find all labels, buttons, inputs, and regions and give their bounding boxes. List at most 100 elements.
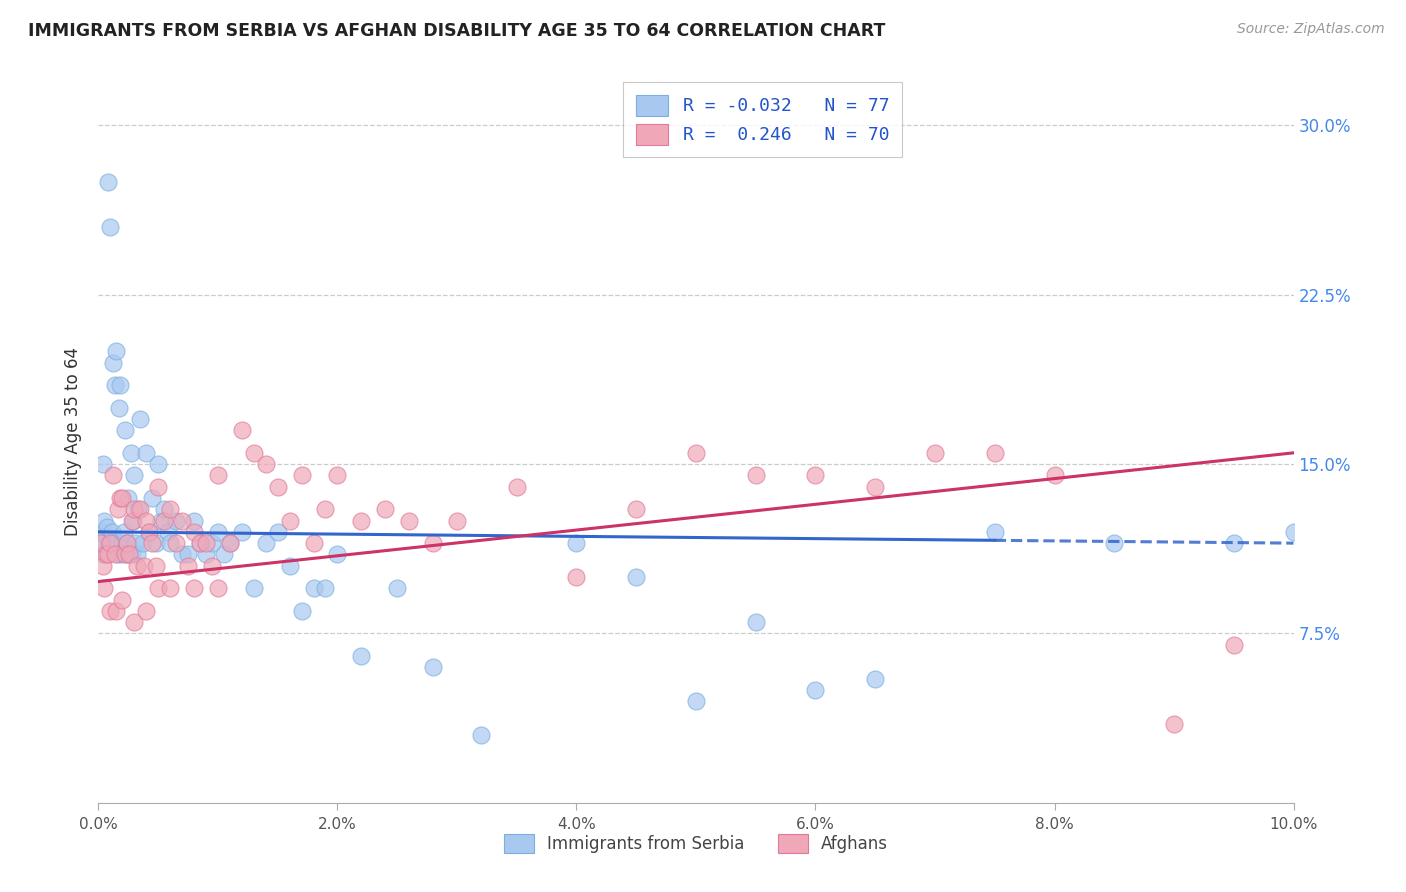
Point	[141, 491, 163, 505]
Point	[118, 548, 141, 562]
Point	[114, 548, 136, 562]
Point	[111, 592, 134, 607]
Point	[117, 491, 139, 505]
Point	[104, 548, 127, 562]
Point	[97, 175, 120, 189]
Point	[131, 536, 153, 550]
Point	[112, 524, 135, 539]
Point	[804, 682, 827, 697]
Point	[114, 423, 136, 437]
Point	[90, 536, 112, 550]
Point	[121, 514, 143, 528]
Point	[254, 536, 277, 550]
Point	[219, 536, 242, 550]
Point	[138, 524, 160, 539]
Point	[1043, 468, 1066, 483]
Point	[129, 502, 152, 516]
Point	[127, 502, 149, 516]
Point	[141, 536, 163, 550]
Point	[745, 468, 768, 483]
Point	[111, 491, 134, 505]
Point	[107, 548, 129, 562]
Point	[153, 502, 176, 516]
Text: Source: ZipAtlas.com: Source: ZipAtlas.com	[1237, 22, 1385, 37]
Point	[207, 524, 229, 539]
Legend: Immigrants from Serbia, Afghans: Immigrants from Serbia, Afghans	[498, 827, 894, 860]
Point	[98, 604, 122, 618]
Point	[398, 514, 420, 528]
Point	[565, 570, 588, 584]
Point	[984, 446, 1007, 460]
Point	[91, 524, 114, 539]
Point	[124, 502, 146, 516]
Point	[267, 524, 290, 539]
Point	[195, 548, 218, 562]
Point	[201, 558, 224, 573]
Point	[148, 582, 170, 596]
Point	[350, 514, 373, 528]
Point	[422, 536, 444, 550]
Point	[148, 480, 170, 494]
Point	[385, 582, 409, 596]
Point	[165, 514, 187, 528]
Point	[108, 491, 131, 505]
Point	[132, 558, 155, 573]
Point	[118, 548, 141, 562]
Point	[685, 694, 707, 708]
Point	[804, 468, 827, 483]
Point	[97, 548, 120, 562]
Point	[374, 502, 396, 516]
Point	[91, 548, 114, 562]
Point	[267, 480, 290, 494]
Point	[145, 558, 167, 573]
Point	[1223, 536, 1246, 550]
Point	[326, 548, 349, 562]
Point	[165, 536, 187, 550]
Point	[159, 582, 181, 596]
Point	[183, 514, 205, 528]
Point	[111, 536, 134, 550]
Point	[138, 524, 160, 539]
Point	[177, 548, 200, 562]
Point	[565, 536, 588, 550]
Point	[302, 582, 325, 596]
Point	[195, 536, 218, 550]
Point	[183, 582, 205, 596]
Point	[159, 536, 181, 550]
Point	[183, 524, 205, 539]
Point	[101, 355, 124, 369]
Point	[207, 582, 229, 596]
Point	[626, 502, 648, 516]
Point	[984, 524, 1007, 539]
Point	[107, 502, 129, 516]
Point	[231, 524, 253, 539]
Point	[105, 604, 128, 618]
Point	[96, 520, 118, 534]
Point	[1163, 716, 1185, 731]
Point	[231, 423, 253, 437]
Text: IMMIGRANTS FROM SERBIA VS AFGHAN DISABILITY AGE 35 TO 64 CORRELATION CHART: IMMIGRANTS FROM SERBIA VS AFGHAN DISABIL…	[28, 22, 886, 40]
Point	[90, 536, 112, 550]
Point	[93, 582, 115, 596]
Point	[91, 457, 114, 471]
Point	[302, 536, 325, 550]
Point	[159, 502, 181, 516]
Point	[122, 514, 145, 528]
Point	[115, 536, 138, 550]
Point	[243, 446, 266, 460]
Point	[350, 648, 373, 663]
Point	[108, 378, 131, 392]
Point	[98, 536, 121, 550]
Point	[125, 558, 148, 573]
Point	[101, 468, 124, 483]
Point	[91, 558, 114, 573]
Point	[254, 457, 277, 471]
Point	[135, 446, 157, 460]
Point	[177, 558, 200, 573]
Point	[865, 672, 887, 686]
Point	[278, 514, 301, 528]
Point	[100, 524, 122, 539]
Point	[172, 514, 194, 528]
Point	[924, 446, 946, 460]
Point	[93, 514, 115, 528]
